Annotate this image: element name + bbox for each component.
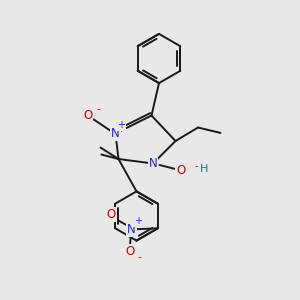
Text: O: O (107, 208, 116, 221)
Text: O: O (83, 109, 92, 122)
Text: +: + (134, 216, 142, 226)
Text: -: - (194, 161, 198, 172)
Text: N: N (148, 157, 158, 170)
Text: H: H (200, 164, 208, 174)
Text: O: O (125, 245, 134, 258)
Text: O: O (176, 164, 185, 177)
Text: -: - (96, 103, 100, 114)
Text: N: N (127, 223, 136, 236)
Text: +: + (118, 120, 125, 130)
Text: -: - (137, 252, 142, 262)
Text: N: N (111, 127, 120, 140)
